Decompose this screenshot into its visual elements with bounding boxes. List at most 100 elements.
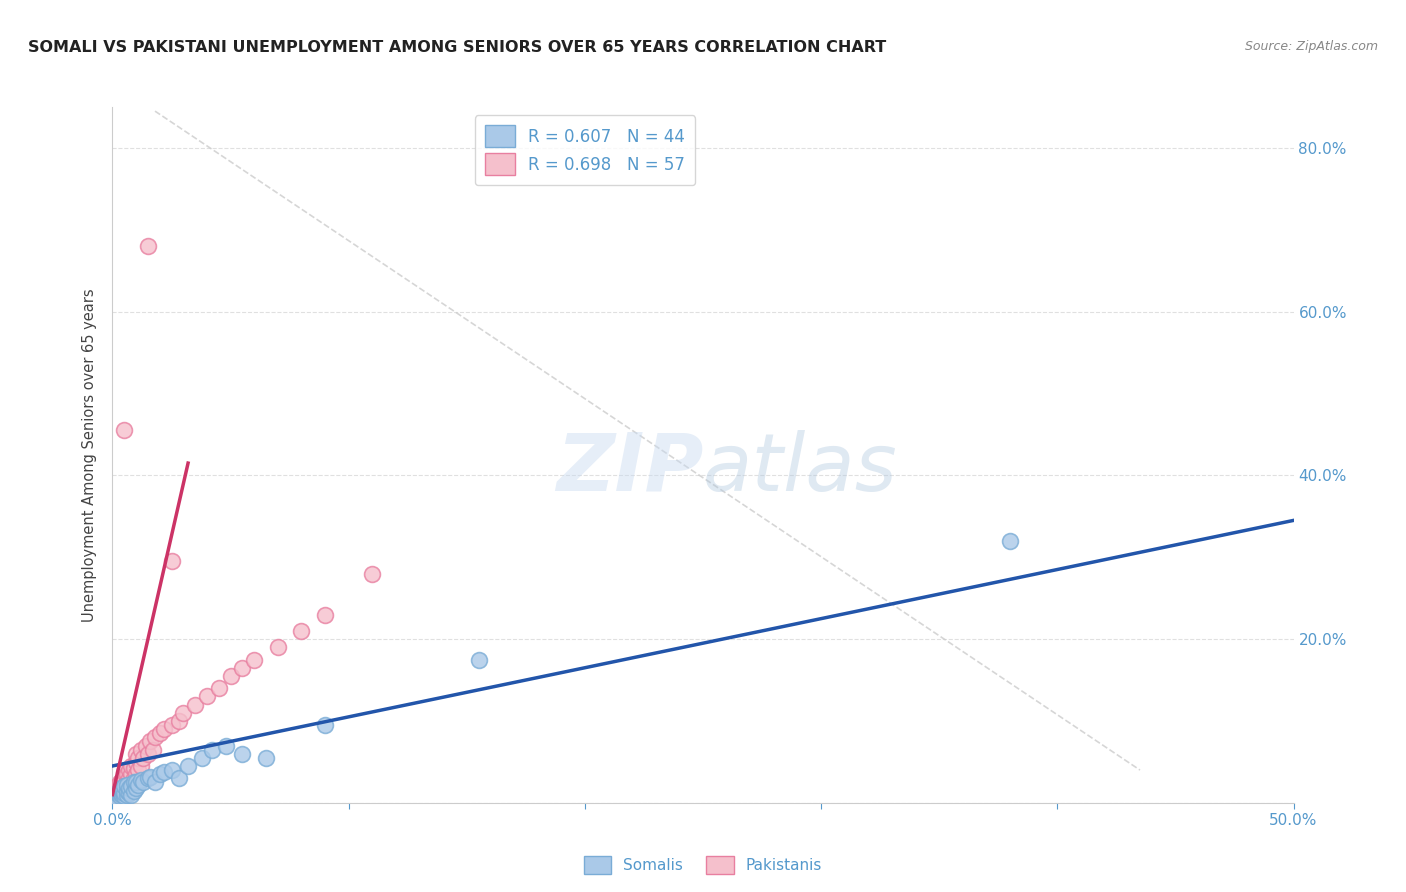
Point [361,566,384,581]
Point [139,734,162,748]
Point [143,731,166,745]
Legend: Somalis, Pakistanis: Somalis, Pakistanis [578,850,828,880]
Point [127,778,149,792]
Point [172,706,194,720]
Point [108,775,131,789]
Point [120,780,142,794]
Point [108,789,131,804]
Point [115,778,138,792]
Point [108,780,131,795]
Point [112,789,135,804]
Point [998,533,1021,548]
Point [112,780,135,794]
Point [125,767,148,781]
Point [149,767,172,781]
Point [184,698,207,712]
Point [112,778,135,792]
Point [201,742,224,756]
Point [290,624,312,638]
Point [153,764,176,779]
Point [115,783,138,797]
Text: Source: ZipAtlas.com: Source: ZipAtlas.com [1244,40,1378,54]
Point [177,759,200,773]
Point [104,789,127,804]
Point [149,726,172,740]
Point [111,788,134,802]
Point [167,771,190,785]
Point [136,771,159,785]
Point [111,780,134,795]
Point [139,770,162,784]
Point [314,607,336,622]
Point [118,780,141,794]
Point [127,751,149,765]
Point [115,780,138,795]
Point [105,783,128,797]
Point [118,771,141,785]
Point [208,681,231,696]
Point [104,786,127,800]
Text: atlas: atlas [703,430,898,508]
Point [125,747,148,761]
Point [129,772,152,787]
Point [254,751,277,765]
Point [111,786,134,800]
Point [231,661,253,675]
Point [132,775,155,789]
Point [120,759,142,773]
Point [104,791,127,805]
Point [108,783,131,797]
Point [125,775,148,789]
Point [215,739,238,753]
Point [105,786,128,800]
Text: ZIP: ZIP [555,430,703,508]
Text: SOMALI VS PAKISTANI UNEMPLOYMENT AMONG SENIORS OVER 65 YEARS CORRELATION CHART: SOMALI VS PAKISTANI UNEMPLOYMENT AMONG S… [28,40,886,55]
Point [118,780,141,795]
Point [142,742,165,756]
Point [111,772,134,787]
Point [195,690,218,704]
Point [112,786,135,800]
Point [105,780,128,794]
Point [219,669,242,683]
Point [104,791,127,805]
Point [132,751,155,765]
Point [120,767,142,781]
Point [115,767,138,781]
Point [105,791,128,805]
Point [118,786,141,800]
Point [105,788,128,802]
Point [115,788,138,802]
Point [243,652,266,666]
Point [314,718,336,732]
Point [118,763,141,777]
Point [112,783,135,797]
Point [160,763,183,777]
Point [467,652,489,666]
Point [160,554,183,568]
Point [105,789,128,804]
Point [167,714,190,728]
Point [122,761,145,775]
Point [105,788,128,802]
Point [143,775,166,789]
Point [136,239,159,253]
Point [108,786,131,800]
Point [127,763,149,777]
Point [125,780,148,795]
Point [112,423,135,437]
Point [191,751,214,765]
Point [122,775,145,789]
Point [108,788,131,802]
Point [104,789,127,804]
Point [153,722,176,736]
Point [136,747,159,761]
Point [112,764,135,779]
Point [267,640,290,655]
Point [129,742,152,756]
Point [122,771,145,785]
Point [112,771,135,785]
Point [135,739,157,753]
Point [129,759,152,773]
Point [231,747,253,761]
